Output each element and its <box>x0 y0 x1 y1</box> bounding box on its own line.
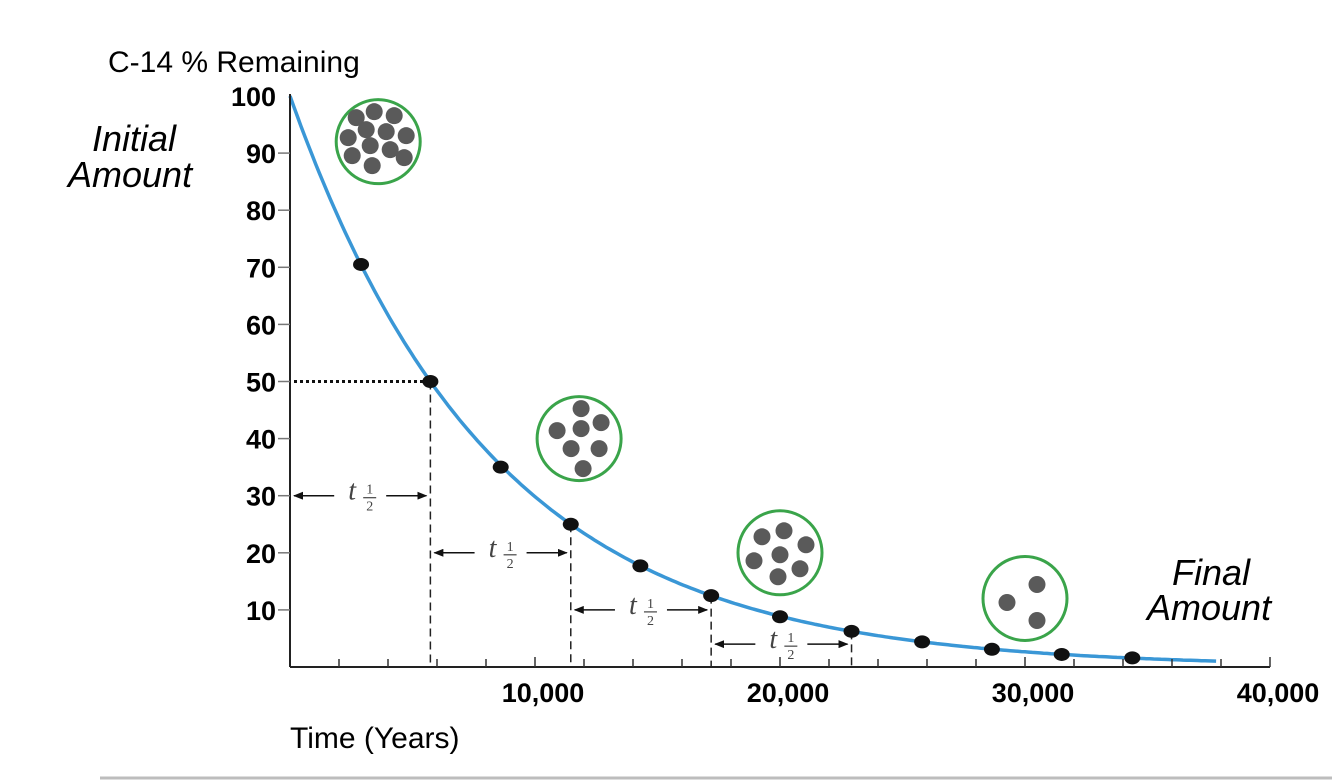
atom-dot <box>572 420 590 438</box>
data-point <box>422 375 439 388</box>
y-tick-label: 10 <box>246 596 276 626</box>
atom-dot <box>590 440 608 458</box>
data-point <box>1053 647 1070 661</box>
data-point <box>983 642 1000 656</box>
atom-dot <box>343 147 361 165</box>
data-point <box>843 624 860 638</box>
y-tick-label: 70 <box>246 253 276 283</box>
x-tick-label: 20,000 <box>747 678 830 708</box>
data-point <box>353 257 370 271</box>
atom-dot <box>998 593 1016 611</box>
initial-amount-label-line2: Amount <box>66 154 194 195</box>
points-layer <box>353 257 1141 665</box>
y-tick-label: 20 <box>246 539 276 569</box>
x-tick-label: 10,000 <box>502 678 585 708</box>
y-tick-label: 80 <box>246 196 276 226</box>
half-life-t: t <box>489 533 498 564</box>
atom-dot <box>745 552 763 570</box>
y-tick-label: 90 <box>246 139 276 169</box>
half-life-marker: t 1 2 <box>714 624 849 663</box>
atom-circle <box>535 395 623 483</box>
initial-amount-label-line1: Initial <box>92 118 177 159</box>
atom-dot <box>377 123 395 141</box>
atom-dot <box>1028 575 1046 593</box>
half-life-marker: t 1 2 <box>433 533 568 572</box>
atom-dot <box>1028 611 1046 629</box>
half-life-numerator: 1 <box>647 597 654 612</box>
x-axis-title: Time (Years) <box>290 722 459 755</box>
atom-dot <box>365 103 383 121</box>
y-tick-label: 60 <box>246 310 276 340</box>
atom-circle <box>981 554 1069 642</box>
half-life-t: t <box>629 590 638 621</box>
half-life-t: t <box>348 476 357 507</box>
y-axis-title: C-14 % Remaining <box>108 46 360 79</box>
atom-dot <box>395 149 413 167</box>
atom-dot <box>339 129 357 147</box>
y-tick-label: 30 <box>246 482 276 512</box>
data-point <box>1124 651 1141 665</box>
atom-dot <box>791 560 809 578</box>
final-amount-label-line1: Final <box>1172 552 1251 593</box>
final-amount-label-line2: Amount <box>1145 587 1273 628</box>
data-point <box>632 559 649 573</box>
y-tick-label: 40 <box>246 425 276 455</box>
atom-circle-outline <box>981 554 1069 642</box>
data-point <box>703 589 720 603</box>
half-life-denominator: 2 <box>507 557 514 572</box>
half-life-t: t <box>769 624 778 655</box>
x-tick-label: 30,000 <box>992 678 1075 708</box>
atom-dot <box>562 440 580 458</box>
half-life-numerator: 1 <box>787 631 794 646</box>
atom-dot <box>548 422 566 440</box>
atom-dot <box>572 400 590 418</box>
half-life-marker: t 1 2 <box>293 476 428 515</box>
half-life-denominator: 2 <box>647 614 654 629</box>
atom-dot <box>592 414 610 432</box>
data-point <box>492 460 509 474</box>
data-point <box>914 635 931 649</box>
atom-circle <box>736 509 824 597</box>
atom-dot <box>361 137 379 155</box>
data-point <box>772 610 788 624</box>
axes-layer: 100 90 80 70 60 50 40 30 20 10 10,000 20,000 30,000 4… <box>231 82 1319 708</box>
y-tick-label: 50 <box>246 368 276 398</box>
atom-dot <box>381 141 399 159</box>
atom-dot <box>797 536 815 554</box>
atom-dot <box>753 528 771 546</box>
atom-dot <box>775 522 793 540</box>
atom-dot <box>347 109 365 127</box>
half-life-numerator: 1 <box>507 540 514 555</box>
half-life-denominator: 2 <box>787 648 794 663</box>
x-tick-label: 40,000 <box>1237 678 1320 708</box>
y-tick-label: 100 <box>231 82 276 112</box>
atom-dot <box>574 460 592 478</box>
atom-dot <box>357 121 375 139</box>
atom-dot <box>397 127 415 145</box>
half-life-marker: t 1 2 <box>573 590 709 629</box>
half-life-numerator: 1 <box>366 483 373 498</box>
atom-dot <box>363 157 381 175</box>
data-point <box>562 517 579 531</box>
half-life-denominator: 2 <box>366 500 373 515</box>
half-life-markers-layer: t 12t 12t 12t 12 <box>293 476 849 663</box>
atom-dot <box>769 568 787 586</box>
atom-circles-layer <box>334 98 1069 642</box>
atom-dot <box>385 107 403 125</box>
atom-circle <box>334 98 422 186</box>
atom-dot <box>771 546 789 564</box>
